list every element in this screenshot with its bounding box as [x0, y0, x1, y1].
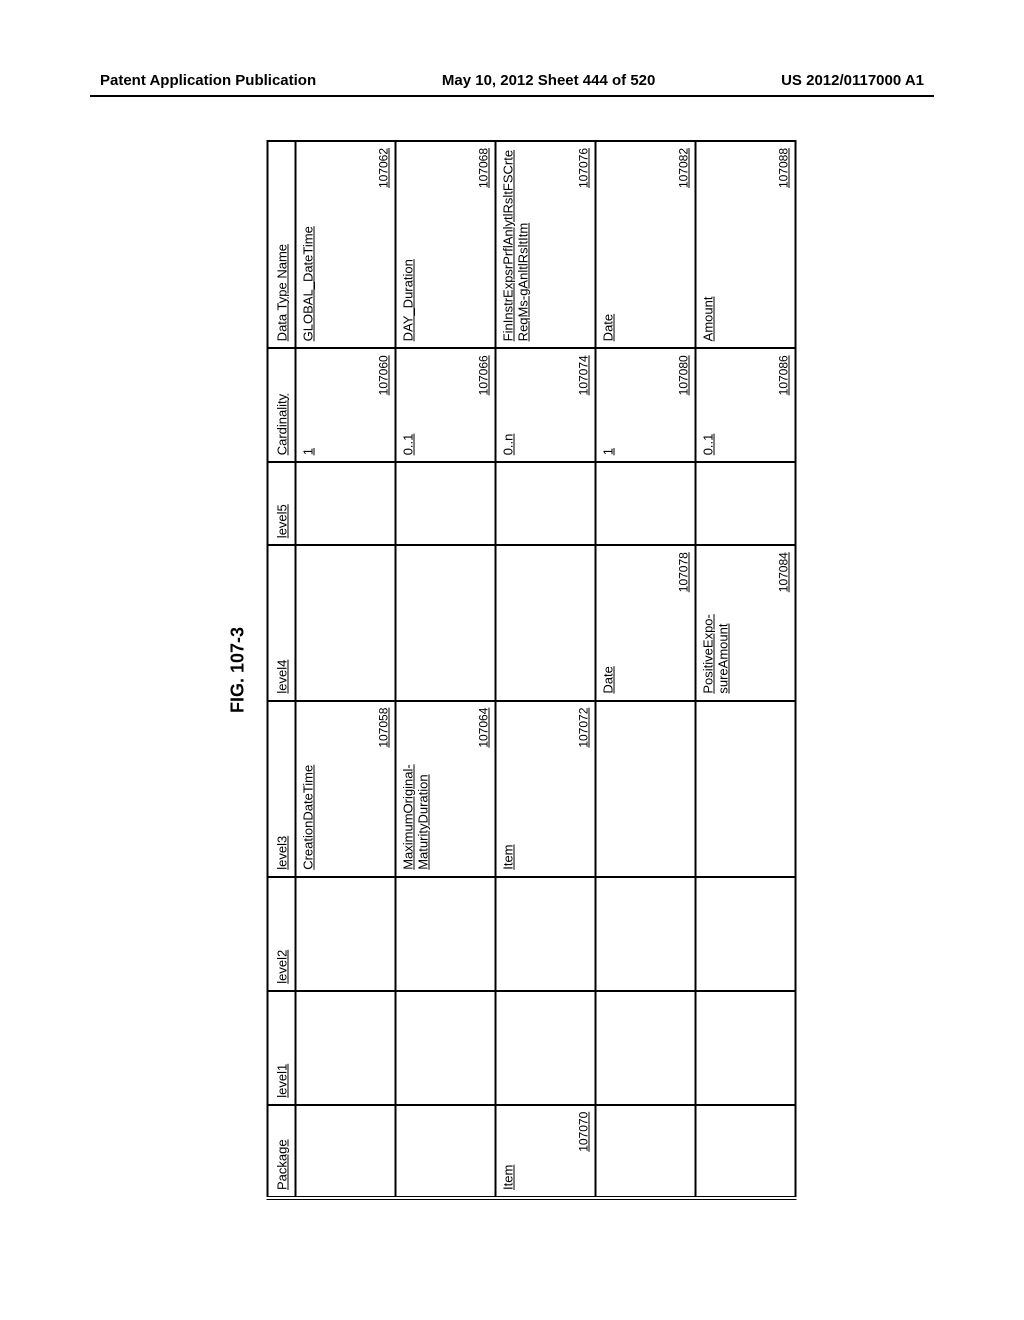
cell-level3-ref: 107072 — [577, 708, 591, 748]
cell-datatype: DAY_Duration 107068 — [396, 141, 496, 348]
col-cardinality: Cardinality — [268, 348, 296, 462]
cell-level1 — [696, 991, 796, 1105]
cell-level3-text: Item — [501, 708, 516, 870]
header-rule — [90, 95, 934, 97]
cell-level3-text: MaximumOriginal-MaturityDuration — [401, 708, 431, 870]
col-level3: level3 — [268, 701, 296, 877]
data-table: Package level1 level2 level3 level4 leve… — [267, 140, 797, 1200]
cell-cardinality-ref: 107060 — [377, 355, 391, 395]
cell-level2 — [296, 877, 396, 991]
cell-level1 — [496, 991, 596, 1105]
col-level2: level2 — [268, 877, 296, 991]
col-package: Package — [268, 1105, 296, 1198]
cell-level5 — [696, 462, 796, 545]
header-left: Patent Application Publication — [100, 72, 316, 89]
cell-level4: PositiveExpo-sureAmount 107084 — [696, 545, 796, 700]
table-row: Date 107078 1 107080 Date 107082 — [596, 141, 696, 1198]
cell-level2 — [696, 877, 796, 991]
cell-datatype-text: FinInstrExpsrPrflAnlytlRsltFSCrteReqMs-g… — [501, 148, 531, 341]
cell-level1 — [596, 991, 696, 1105]
cell-level3: Item 107072 — [496, 701, 596, 877]
cell-level4-text: PositiveExpo-sureAmount — [701, 552, 731, 693]
page-header: Patent Application Publication May 10, 2… — [0, 72, 1024, 89]
cell-cardinality-text: 1 — [301, 355, 316, 455]
cell-level3: CreationDateTime 107058 — [296, 701, 396, 877]
cell-level1 — [296, 991, 396, 1105]
table-row: PositiveExpo-sureAmount 107084 0..1 107086 A… — [696, 141, 796, 1198]
cell-level1 — [396, 991, 496, 1105]
cell-level4 — [496, 545, 596, 700]
col-level4: level4 — [268, 545, 296, 700]
cell-datatype-text: GLOBAL_DateTime — [301, 148, 316, 341]
cell-datatype-ref: 107082 — [677, 148, 691, 188]
table-body: CreationDateTime 107058 1 107060 GLOBAL_Date… — [296, 141, 796, 1198]
cell-package — [696, 1105, 796, 1198]
cell-level2 — [396, 877, 496, 991]
cell-level2 — [496, 877, 596, 991]
header-right: US 2012/0117000 A1 — [781, 72, 924, 89]
cell-datatype: Date 107082 — [596, 141, 696, 348]
col-datatype: Data Type Name — [268, 141, 296, 348]
cell-level3-ref: 107064 — [477, 708, 491, 748]
cell-level4 — [296, 545, 396, 700]
header-center: May 10, 2012 Sheet 444 of 520 — [442, 72, 655, 89]
figure-container: FIG. 107-3 Package level1 level2 level3 … — [228, 140, 797, 1200]
cell-level3-ref: 107058 — [377, 708, 391, 748]
cell-cardinality-text: 0..1 — [401, 355, 416, 455]
cell-level3: MaximumOriginal-MaturityDuration 107064 — [396, 701, 496, 877]
cell-datatype-text: DAY_Duration — [401, 148, 416, 341]
cell-level4-ref: 107078 — [677, 552, 691, 592]
cell-level3 — [596, 701, 696, 877]
cell-cardinality-text: 1 — [601, 355, 616, 455]
cell-cardinality-ref: 107066 — [477, 355, 491, 395]
cell-cardinality-ref: 107074 — [577, 355, 591, 395]
cell-datatype-text: Date — [601, 148, 616, 341]
cell-datatype-ref: 107076 — [577, 148, 591, 188]
cell-level4 — [396, 545, 496, 700]
cell-package — [596, 1105, 696, 1198]
cell-cardinality: 1 107080 — [596, 348, 696, 462]
cell-level3 — [696, 701, 796, 877]
cell-cardinality: 0..1 107066 — [396, 348, 496, 462]
cell-cardinality-text: 0..1 — [701, 355, 716, 455]
cell-level5 — [496, 462, 596, 545]
cell-datatype: GLOBAL_DateTime 107062 — [296, 141, 396, 348]
cell-cardinality-ref: 107086 — [777, 355, 791, 395]
cell-cardinality: 0..1 107086 — [696, 348, 796, 462]
cell-datatype-ref: 107068 — [477, 148, 491, 188]
cell-level3-text: CreationDateTime — [301, 708, 316, 870]
cell-package — [396, 1105, 496, 1198]
cell-datatype-text: Amount — [701, 148, 716, 341]
cell-cardinality-text: 0..n — [501, 355, 516, 455]
cell-datatype-ref: 107062 — [377, 148, 391, 188]
table-row: MaximumOriginal-MaturityDuration 107064 0.… — [396, 141, 496, 1198]
cell-package: Item 107070 — [496, 1105, 596, 1198]
cell-datatype: FinInstrExpsrPrflAnlytlRsltFSCrteReqMs-g… — [496, 141, 596, 348]
cell-datatype-ref: 107088 — [777, 148, 791, 188]
cell-level5 — [396, 462, 496, 545]
cell-package — [296, 1105, 396, 1198]
cell-level2 — [596, 877, 696, 991]
cell-cardinality: 1 107060 — [296, 348, 396, 462]
cell-datatype: Amount 107088 — [696, 141, 796, 348]
cell-package-text: Item — [501, 1112, 516, 1190]
cell-level5 — [296, 462, 396, 545]
cell-cardinality-ref: 107080 — [677, 355, 691, 395]
col-level5: level5 — [268, 462, 296, 545]
cell-level4-text: Date — [601, 552, 616, 693]
cell-package-ref: 107070 — [577, 1112, 591, 1152]
cell-level5 — [596, 462, 696, 545]
table-row: CreationDateTime 107058 1 107060 GLOBAL_Date… — [296, 141, 396, 1198]
cell-level4: Date 107078 — [596, 545, 696, 700]
cell-cardinality: 0..n 107074 — [496, 348, 596, 462]
table-header-row: Package level1 level2 level3 level4 leve… — [268, 141, 296, 1198]
table-row: Item 107070 Item 107072 0..n 107074 FinInstrEx… — [496, 141, 596, 1198]
cell-level4-ref: 107084 — [777, 552, 791, 592]
figure-label: FIG. 107-3 — [228, 140, 249, 1200]
col-level1: level1 — [268, 991, 296, 1105]
